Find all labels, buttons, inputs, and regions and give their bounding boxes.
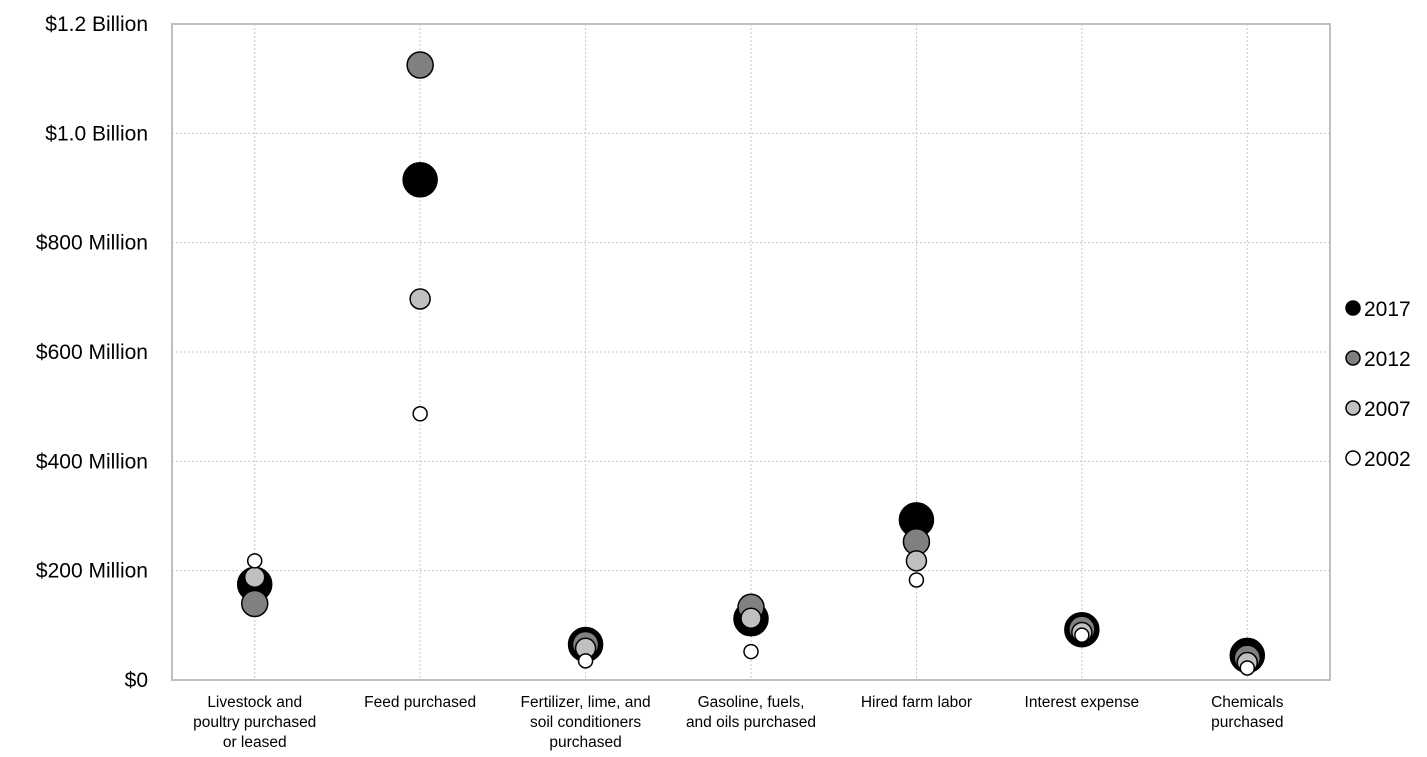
- x-tick-label-line: Interest expense: [1025, 694, 1140, 711]
- y-tick-label: $200 Million: [36, 560, 148, 583]
- y-tick-label: $0: [125, 669, 148, 692]
- x-tick-label-line: Gasoline, fuels,: [698, 694, 805, 711]
- x-tick-label-line: purchased: [549, 734, 621, 751]
- y-tick-label: $800 Million: [36, 232, 148, 255]
- data-point-2007: [905, 550, 928, 572]
- x-axis-tick-labels: Livestock and poultry purchased or leased F…: [193, 694, 1284, 751]
- legend: 2017 2012 2007 2002: [1345, 298, 1411, 471]
- x-tick-label-line: Feed purchased: [364, 694, 476, 711]
- data-point-2002: [743, 643, 759, 660]
- legend-label: 2007: [1364, 398, 1411, 421]
- x-tick-label-line: and oils purchased: [686, 714, 816, 731]
- legend-label: 2002: [1364, 448, 1411, 471]
- data-point-2002: [412, 406, 428, 422]
- x-tick-label-line: poultry purchased: [193, 714, 316, 731]
- data-point-2002: [1239, 660, 1256, 676]
- data-point-2002: [246, 553, 263, 569]
- y-tick-label: $400 Million: [36, 450, 148, 473]
- legend-label: 2017: [1364, 298, 1411, 321]
- x-tick-label: Fertilizer, lime, and soil conditioners pu…: [521, 694, 651, 751]
- x-tick-label-line: Livestock and: [207, 694, 302, 711]
- data-point-2017: [402, 162, 438, 198]
- x-tick-label-line: purchased: [1211, 714, 1283, 731]
- y-tick-label: $600 Million: [36, 341, 148, 364]
- x-tick-label: Interest expense: [1025, 694, 1140, 711]
- data-point-2002: [908, 572, 925, 588]
- x-tick-label: Feed purchased: [364, 694, 476, 711]
- x-tick-label: Hired farm labor: [861, 694, 972, 711]
- y-tick-label: $1.0 Billion: [45, 122, 148, 145]
- legend-marker-2002: [1345, 450, 1361, 466]
- legend-label: 2012: [1364, 348, 1411, 371]
- data-point-2012: [240, 589, 269, 618]
- x-tick-label-line: Hired farm labor: [861, 694, 972, 711]
- x-tick-label-line: Chemicals: [1211, 694, 1284, 711]
- x-tick-label-line: Fertilizer, lime, and: [521, 694, 651, 711]
- data-point-2007: [740, 607, 762, 629]
- data-point-2002: [1074, 627, 1090, 643]
- data-point-2007: [409, 288, 431, 310]
- x-tick-label: Chemicals purchased: [1211, 694, 1284, 731]
- x-tick-label-line: soil conditioners: [530, 714, 641, 731]
- legend-marker-2017: [1345, 300, 1361, 316]
- data-point-2002: [577, 653, 594, 669]
- data-point-2007: [243, 566, 266, 588]
- x-tick-label: Livestock and poultry purchased or leased: [193, 694, 316, 751]
- x-tick-label-line: or leased: [223, 734, 287, 751]
- legend-marker-2012: [1345, 350, 1361, 366]
- y-tick-label: $1.2 Billion: [45, 13, 148, 36]
- legend-marker-2007: [1345, 400, 1361, 416]
- y-axis-tick-labels: $0 $200 Million $400 Million $600 Million $8…: [36, 13, 148, 692]
- x-tick-label: Gasoline, fuels, and oils purchased: [686, 694, 816, 731]
- data-point-2012: [406, 51, 434, 79]
- gridlines: [172, 24, 1330, 680]
- data-points: [236, 51, 1266, 676]
